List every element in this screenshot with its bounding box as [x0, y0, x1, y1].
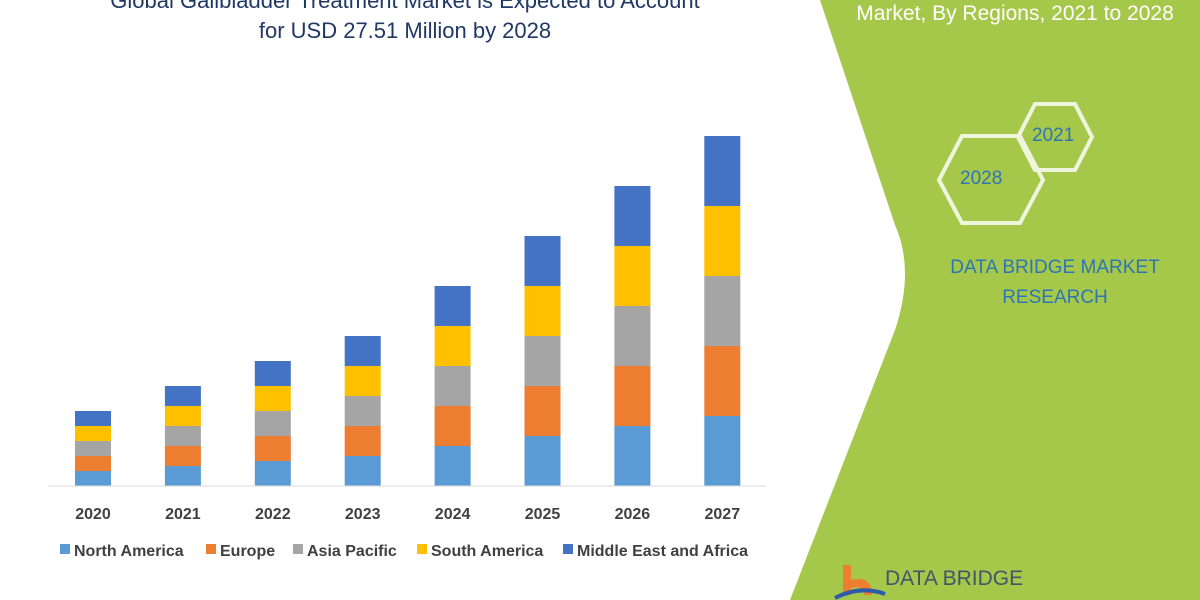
bar-segment-2025-3: [524, 286, 561, 336]
chart-title-line1: Global Gallbladder Treatment Market is E…: [110, 0, 700, 13]
legend-label: Europe: [220, 543, 275, 560]
hex-label-2028: 2028: [960, 168, 1003, 189]
bar-segment-2024-4: [434, 286, 471, 326]
x-tick-label: 2023: [345, 506, 381, 523]
x-tick-label: 2024: [435, 506, 471, 523]
bar-segment-2027-0: [704, 416, 741, 486]
bar-segment-2026-2: [614, 306, 651, 366]
bar-segment-2024-2: [434, 366, 471, 406]
x-tick-label: 2020: [75, 506, 111, 523]
bar-segment-2021-1: [164, 446, 201, 466]
bar-segment-2025-4: [524, 236, 561, 286]
bar-segment-2024-3: [434, 326, 471, 366]
side-panel-title: Market, By Regions, 2021 to 2028: [856, 2, 1174, 25]
hex-label-2021: 2021: [1032, 125, 1075, 146]
green-panel: [790, 0, 1200, 600]
brand-line2: RESEARCH: [1002, 287, 1108, 308]
bar-segment-2023-0: [344, 456, 381, 486]
legend-label: South America: [431, 543, 543, 560]
bar-segment-2022-0: [254, 461, 291, 486]
legend-swatch: [417, 544, 427, 554]
bar-segment-2020-3: [75, 426, 111, 441]
bar-segment-2025-1: [524, 386, 561, 436]
bar-segment-2022-3: [254, 386, 291, 411]
bar-segment-2024-0: [434, 446, 471, 486]
x-tick-label: 2022: [255, 506, 291, 523]
logo-text: DATA BRIDGE: [885, 567, 1024, 590]
stacked-bar-chart: 2020 2021 2022 2023 2024 2025 2026 2027 North Am…: [48, 136, 766, 560]
bar-segment-2020-4: [75, 411, 111, 426]
bar-segment-2023-3: [344, 366, 381, 396]
bar-segment-2021-4: [164, 386, 201, 406]
bar-segment-2020-1: [75, 456, 111, 471]
bar-segment-2021-0: [164, 466, 201, 486]
bar-segment-2021-3: [164, 406, 201, 426]
bar-segment-2024-1: [434, 406, 471, 446]
logo-icon: [834, 565, 886, 600]
bar-segment-2027-1: [704, 346, 741, 416]
legend-swatch: [563, 544, 573, 554]
bar-segment-2022-4: [254, 361, 291, 386]
x-tick-label: 2026: [615, 506, 651, 523]
bar-segment-2022-1: [254, 436, 291, 461]
legend-swatch: [293, 544, 303, 554]
bar-segment-2023-2: [344, 396, 381, 426]
bar-segment-2020-2: [75, 441, 111, 456]
bar-segment-2026-4: [614, 186, 651, 246]
bar-segment-2027-2: [704, 276, 741, 346]
bar-segment-2026-0: [614, 426, 651, 486]
bar-segment-2026-3: [614, 246, 651, 306]
bar-segment-2022-2: [254, 411, 291, 436]
legend-label: Asia Pacific: [307, 543, 397, 560]
bar-segment-2020-0: [75, 471, 111, 486]
bar-segment-2023-4: [344, 336, 381, 366]
bar-segment-2021-2: [164, 426, 201, 446]
chart-title-line2: for USD 27.51 Million by 2028: [258, 18, 552, 43]
legend-swatch: [206, 544, 216, 554]
brand-line1: DATA BRIDGE MARKET: [950, 257, 1160, 278]
bar-segment-2023-1: [344, 426, 381, 456]
legend-label: Middle East and Africa: [577, 543, 748, 560]
bar-segment-2025-2: [524, 336, 561, 386]
hex-2028: [936, 134, 1046, 225]
bar-segment-2027-3: [704, 206, 741, 276]
legend-swatch: [60, 544, 70, 554]
x-tick-label: 2021: [165, 506, 201, 523]
x-tick-label: 2025: [525, 506, 561, 523]
bar-segment-2025-0: [524, 436, 561, 486]
bar-segment-2027-4: [704, 136, 741, 206]
bar-segment-2026-1: [614, 366, 651, 426]
legend-label: North America: [74, 543, 184, 560]
x-tick-label: 2027: [705, 506, 741, 523]
